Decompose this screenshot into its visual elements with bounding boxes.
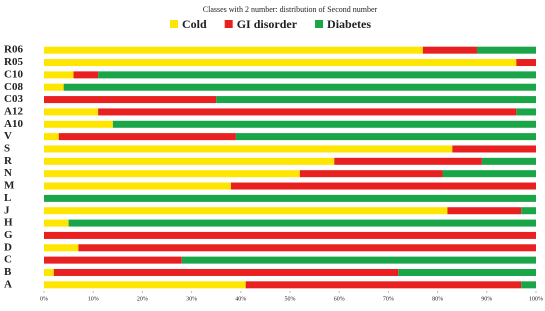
x-tick-label: 70% <box>383 296 394 302</box>
x-tick-label: 20% <box>137 296 148 302</box>
bar-segment <box>44 268 54 276</box>
y-tick-label: D <box>4 241 12 253</box>
x-tick-label: 40% <box>235 296 246 302</box>
bar-segment <box>44 281 246 289</box>
bar-segment <box>44 207 448 215</box>
bar-segment <box>447 207 522 215</box>
bar-segment <box>521 207 536 215</box>
legend-label: Cold <box>182 17 207 31</box>
bar-segment <box>58 133 236 141</box>
bar-segment <box>44 145 453 153</box>
bar-segment <box>44 219 69 227</box>
x-tick-label: 90% <box>481 296 492 302</box>
bar-segment <box>476 46 536 54</box>
bar-segment <box>442 170 536 178</box>
bar-segment <box>398 268 536 276</box>
bar-segment <box>98 71 537 79</box>
bar-segment <box>73 71 99 79</box>
bar-segment <box>452 145 536 153</box>
bar-segment <box>334 157 482 165</box>
y-tick-label: G <box>4 229 13 241</box>
y-tick-label: C10 <box>4 68 23 80</box>
y-tick-label: C08 <box>4 81 23 93</box>
bar-segment <box>44 157 335 165</box>
y-tick-label: H <box>4 217 13 229</box>
y-tick-label: A10 <box>4 118 23 130</box>
bar-segment <box>516 59 536 67</box>
bar-segment <box>422 46 477 54</box>
bar-segment <box>78 244 536 252</box>
legend-swatch <box>224 20 233 28</box>
bar-segment <box>216 96 536 104</box>
bar-segment <box>63 83 537 91</box>
x-tick-label: 100% <box>529 296 543 302</box>
x-tick-label: 10% <box>88 296 99 302</box>
x-tick-label: 50% <box>285 296 296 302</box>
legend-label: Diabetes <box>327 17 371 31</box>
bar-segment <box>44 120 113 128</box>
y-tick-label: N <box>4 167 12 179</box>
x-tick-label: 0% <box>40 296 48 302</box>
y-tick-label: B <box>4 266 12 278</box>
y-tick-label: C03 <box>4 93 23 105</box>
bar-segment <box>44 133 59 141</box>
y-tick-label: C <box>4 254 12 266</box>
legend-swatch <box>170 20 178 28</box>
chart-title: Classes with 2 number: distribution of S… <box>203 5 378 14</box>
bar-segment <box>44 71 74 79</box>
y-tick-label: A <box>4 278 12 290</box>
bar-segment <box>44 108 99 116</box>
bar-segment <box>181 256 536 264</box>
y-tick-label: M <box>4 180 15 192</box>
bar-segment <box>230 182 536 190</box>
bar-segment <box>44 256 182 264</box>
bar-segment <box>299 170 443 178</box>
bar-segment <box>112 120 536 128</box>
bar-segment <box>44 83 64 91</box>
bar-segment <box>521 281 536 289</box>
y-tick-label: A12 <box>4 105 23 117</box>
bar-segment <box>68 219 536 227</box>
bar-segment <box>44 244 79 252</box>
x-tick-label: 30% <box>186 296 197 302</box>
bar-segment <box>98 108 517 116</box>
y-tick-label: S <box>4 143 10 155</box>
bar-segment <box>44 170 300 178</box>
bar-segment <box>44 194 536 202</box>
bar-segment <box>516 108 536 116</box>
x-tick-label: 60% <box>334 296 345 302</box>
bar-segment <box>245 281 522 289</box>
bar-segment <box>481 157 536 165</box>
y-tick-label: R <box>4 155 13 167</box>
x-tick-label: 80% <box>432 296 443 302</box>
y-tick-label: J <box>4 204 10 216</box>
y-tick-label: R06 <box>4 44 23 56</box>
y-tick-label: V <box>4 130 12 142</box>
bar-segment <box>44 46 423 54</box>
bar-segment <box>44 96 217 104</box>
legend-swatch <box>315 20 324 28</box>
y-tick-label: R05 <box>4 56 23 68</box>
bar-segment <box>235 133 536 141</box>
bar-segment <box>44 182 231 190</box>
bar-segment <box>53 268 399 276</box>
bar-segment <box>44 59 517 67</box>
y-tick-label: L <box>4 192 11 204</box>
legend-label: GI disorder <box>237 17 298 31</box>
bar-segment <box>44 231 536 239</box>
